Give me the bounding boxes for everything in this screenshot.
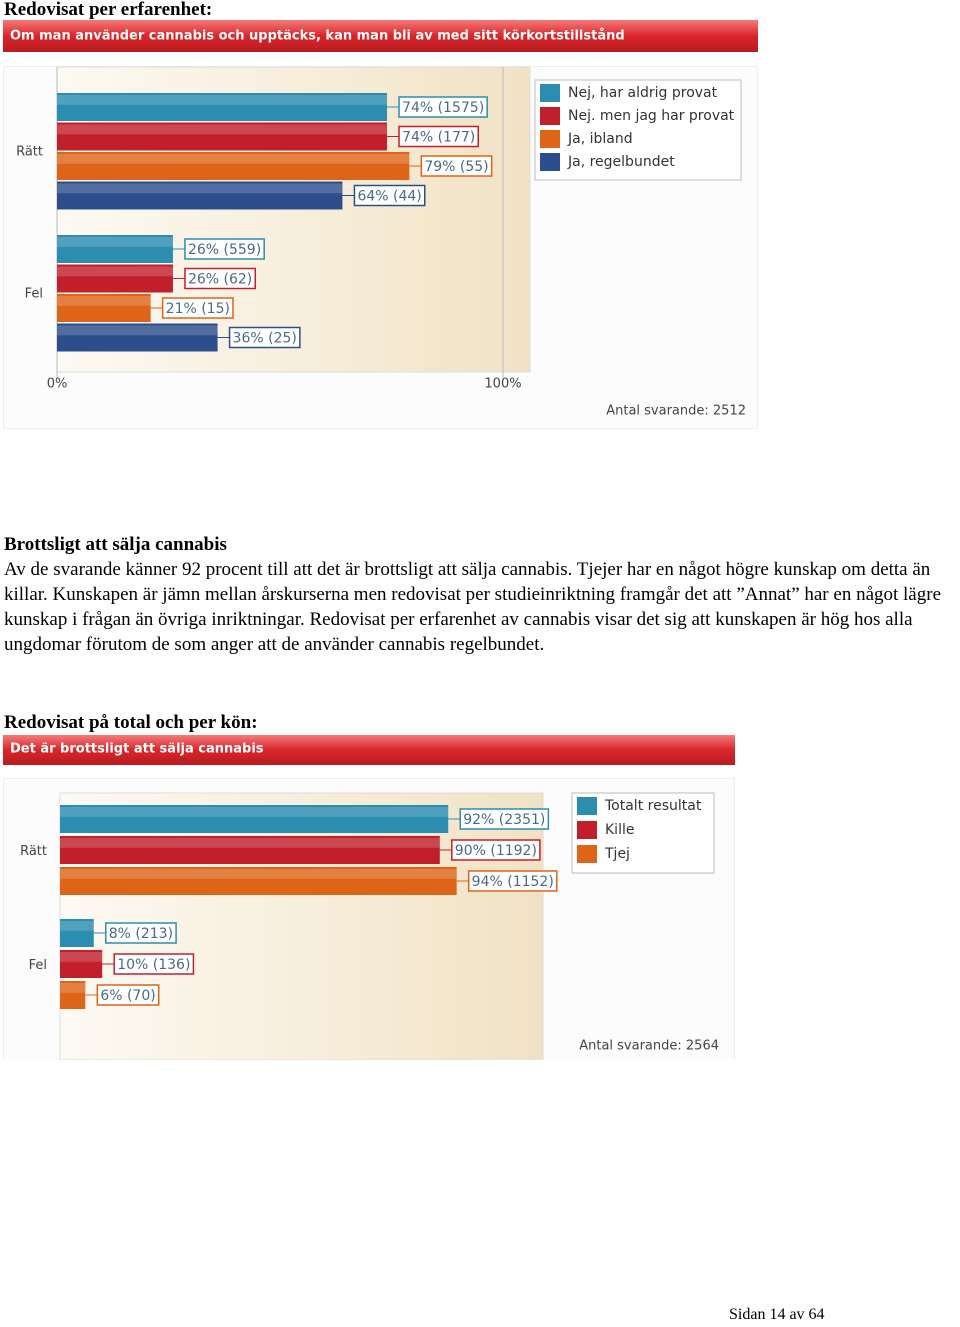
legend-swatch xyxy=(540,84,560,102)
bar xyxy=(57,323,218,352)
bar-shine xyxy=(57,237,173,247)
bar xyxy=(60,919,94,947)
bar xyxy=(60,981,86,1009)
value-label: 36% (25) xyxy=(233,331,297,347)
x-tick-label: 0% xyxy=(47,377,68,392)
chart-title: Det är brottsligt att sälja cannabis xyxy=(10,742,264,757)
bar-shine xyxy=(57,124,388,135)
bar-shine xyxy=(60,921,94,931)
bar-shine xyxy=(60,869,457,879)
legend-swatch xyxy=(577,845,597,863)
legend-label: Ja, regelbundet xyxy=(567,154,675,170)
value-label-box xyxy=(161,297,234,319)
header-bar xyxy=(3,735,735,765)
subheading: Redovisat på total och per kön: xyxy=(4,712,258,733)
legend-swatch xyxy=(540,107,560,125)
bar-shine xyxy=(60,838,440,848)
value-label: 92% (2351) xyxy=(463,812,545,828)
footer: Sidan 14 av 64 xyxy=(729,1306,825,1323)
value-label: 74% (177) xyxy=(402,130,475,146)
bar xyxy=(60,950,103,978)
legend-label: Ja, ibland xyxy=(567,131,633,147)
note: Antal svarande: 2512 xyxy=(606,404,746,419)
legend-label: Tjej xyxy=(604,846,630,862)
bar xyxy=(60,867,457,895)
value-label: 90% (1192) xyxy=(455,843,537,859)
legend-swatch xyxy=(577,797,597,815)
category-label: Fel xyxy=(29,958,47,973)
value-label: 26% (559) xyxy=(188,242,261,258)
chart: Det är brottsligt att sälja cannabis Ant… xyxy=(3,735,735,1060)
legend-swatch xyxy=(540,130,560,148)
chart: Om man använder cannabis och upptäcks, k… xyxy=(3,20,758,429)
bar xyxy=(57,294,151,322)
value-label: 21% (15) xyxy=(166,301,230,317)
bar xyxy=(60,805,449,833)
value-label: 8% (213) xyxy=(109,926,173,942)
header-bar xyxy=(3,20,758,52)
value-label-box xyxy=(105,922,177,944)
legend-box xyxy=(534,79,742,181)
bar-shine xyxy=(57,296,151,306)
category-label: Rätt xyxy=(20,844,47,859)
value-label: 64% (44) xyxy=(357,189,421,205)
value-label: 74% (1575) xyxy=(402,100,484,116)
bar xyxy=(57,264,173,293)
value-label: 94% (1152) xyxy=(472,874,554,890)
chart-title: Om man använder cannabis och upptäcks, k… xyxy=(10,29,625,44)
legend-label: Nej. men jag har provat xyxy=(568,108,735,124)
bar xyxy=(57,181,343,210)
value-label-box xyxy=(398,125,480,148)
legend-swatch xyxy=(540,153,560,171)
paragraph: Av de svarande känner 92 procent till at… xyxy=(4,559,942,655)
value-label: 10% (136) xyxy=(117,957,190,973)
bar-shine xyxy=(57,154,410,164)
bar xyxy=(57,235,173,263)
heading: Redovisat per erfarenhet: xyxy=(4,0,213,20)
category-label: Rätt xyxy=(16,145,43,160)
bar xyxy=(60,836,440,864)
bar-shine xyxy=(57,266,173,277)
bar-shine xyxy=(57,325,218,336)
value-label-box xyxy=(398,96,488,118)
value-label-box xyxy=(459,808,550,830)
x-tick-label: 100% xyxy=(484,377,521,392)
value-label-box xyxy=(96,984,160,1006)
value-label-box xyxy=(184,267,257,290)
value-label: 26% (62) xyxy=(188,272,252,288)
legend-swatch xyxy=(577,821,597,839)
value-label-box xyxy=(184,238,265,260)
value-label-box xyxy=(228,326,301,349)
value-label-box xyxy=(420,155,493,177)
value-label-box xyxy=(467,870,558,892)
value-label-box xyxy=(353,184,426,207)
note: Antal svarande: 2564 xyxy=(579,1039,719,1054)
category-label: Fel xyxy=(25,287,43,302)
bar-shine xyxy=(60,983,86,993)
bar-shine xyxy=(57,95,388,105)
bar-shine xyxy=(57,183,343,194)
value-label-box xyxy=(451,839,541,861)
bar xyxy=(57,93,388,121)
bar xyxy=(57,122,388,151)
bar-shine xyxy=(60,952,103,962)
value-label: 6% (70) xyxy=(100,988,155,1004)
legend-label: Totalt resultat xyxy=(604,798,702,814)
section-title: Brottsligt att sälja cannabis xyxy=(4,534,227,555)
legend-label: Kille xyxy=(605,822,634,838)
value-label: 79% (55) xyxy=(424,159,488,175)
value-label-box xyxy=(113,953,195,975)
bar-shine xyxy=(60,807,449,817)
bar xyxy=(57,152,410,180)
legend-label: Nej, har aldrig provat xyxy=(568,85,718,101)
